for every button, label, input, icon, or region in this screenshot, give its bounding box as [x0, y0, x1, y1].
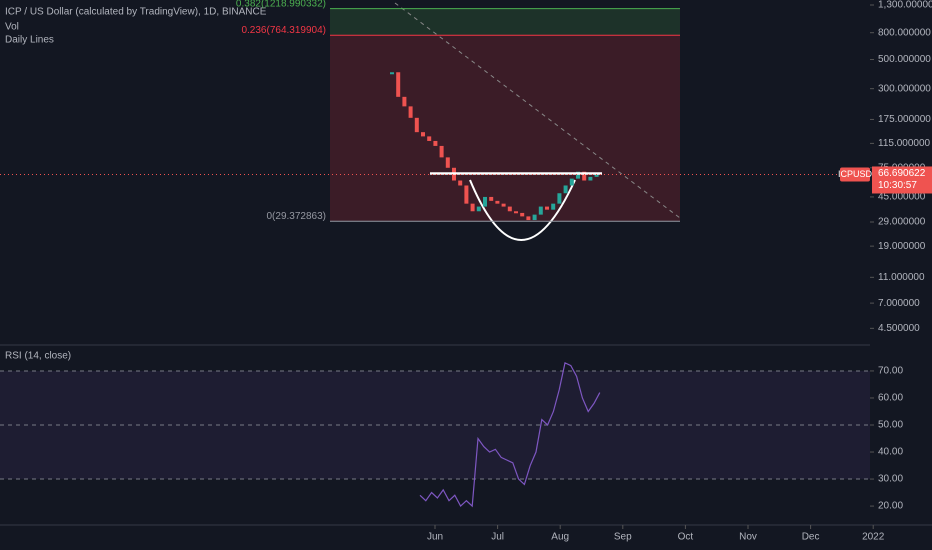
- rsi-line: [419, 361, 601, 508]
- candle: [402, 96, 407, 107]
- candle: [427, 136, 432, 141]
- symbol-tag-label: ICPUSD: [838, 169, 873, 179]
- candle: [507, 206, 512, 212]
- time-label: Nov: [739, 532, 757, 543]
- rsi-tick-label: 20.00: [878, 501, 903, 512]
- price-tick-label: 45.000000: [878, 192, 926, 203]
- fib-zone: [330, 8, 680, 36]
- fib-label: 0(29.372863): [267, 211, 327, 222]
- countdown-label: 10:30:57: [878, 180, 917, 191]
- candle: [433, 140, 438, 146]
- candle: [501, 203, 506, 207]
- candle: [458, 180, 463, 186]
- candle: [464, 185, 469, 204]
- candle: [445, 157, 450, 168]
- time-label: Jul: [491, 532, 504, 543]
- time-label: 2022: [862, 532, 885, 543]
- candle: [483, 196, 487, 207]
- price-tick-label: 4.500000: [878, 323, 920, 334]
- time-label: Jun: [427, 532, 443, 543]
- candle: [551, 203, 556, 210]
- indicator-label: Daily Lines: [5, 35, 54, 46]
- candle: [594, 174, 599, 177]
- candle: [532, 214, 537, 221]
- candle: [439, 145, 444, 158]
- price-tick-label: 800.000000: [878, 27, 931, 38]
- price-tag-label: 66.690622: [878, 168, 926, 179]
- cup-curve: [469, 179, 576, 241]
- candle: [520, 212, 525, 217]
- price-tick-label: 300.000000: [878, 83, 931, 94]
- fib-zone: [330, 35, 680, 222]
- price-tick-label: 500.000000: [878, 54, 931, 65]
- rsi-tick-label: 40.00: [878, 447, 903, 458]
- candle: [408, 106, 413, 118]
- time-label: Oct: [678, 532, 694, 543]
- time-label: Dec: [802, 532, 820, 543]
- candle: [545, 206, 549, 210]
- price-tick-label: 29.000000: [878, 217, 926, 228]
- candle: [414, 117, 419, 133]
- trend-line: [394, 2, 681, 219]
- candle: [470, 203, 475, 212]
- rsi-tick-label: 70.00: [878, 366, 903, 377]
- candle: [495, 200, 500, 204]
- rsi-tick-label: 50.00: [878, 420, 903, 431]
- candle: [396, 72, 401, 97]
- symbol-tag: [840, 167, 870, 182]
- time-label: Aug: [551, 532, 569, 543]
- price-tick-label: 115.000000: [878, 138, 931, 149]
- fib-label: 0.382(1218.990332): [236, 0, 326, 9]
- price-tick-label: 175.000000: [878, 114, 931, 125]
- candle: [526, 216, 531, 221]
- rsi-title: RSI (14, close): [5, 351, 71, 362]
- price-tick-label: 7.000000: [878, 298, 920, 309]
- price-tag: [872, 166, 932, 194]
- candle: [569, 178, 574, 186]
- price-tick-label: 19.000000: [878, 241, 926, 252]
- candle: [390, 72, 394, 75]
- time-label: Sep: [614, 532, 632, 543]
- candle: [538, 206, 543, 215]
- candle: [563, 185, 568, 194]
- candle: [514, 211, 518, 214]
- candle: [421, 132, 425, 137]
- candle: [576, 171, 580, 179]
- candle: [489, 196, 494, 201]
- price-tick-label: 1,300.000000: [878, 0, 932, 11]
- volume-label: Vol: [5, 22, 19, 33]
- symbol-title: ICP / US Dollar (calculated by TradingVi…: [5, 7, 267, 18]
- rsi-tick-label: 60.00: [878, 393, 903, 404]
- candle: [588, 176, 593, 181]
- candle: [557, 193, 562, 204]
- candle: [582, 171, 587, 181]
- fib-label: 0.236(764.319904): [241, 25, 326, 36]
- price-tick-label: 11.000000: [878, 272, 925, 283]
- candle: [476, 206, 481, 212]
- rsi-tick-label: 30.00: [878, 474, 903, 485]
